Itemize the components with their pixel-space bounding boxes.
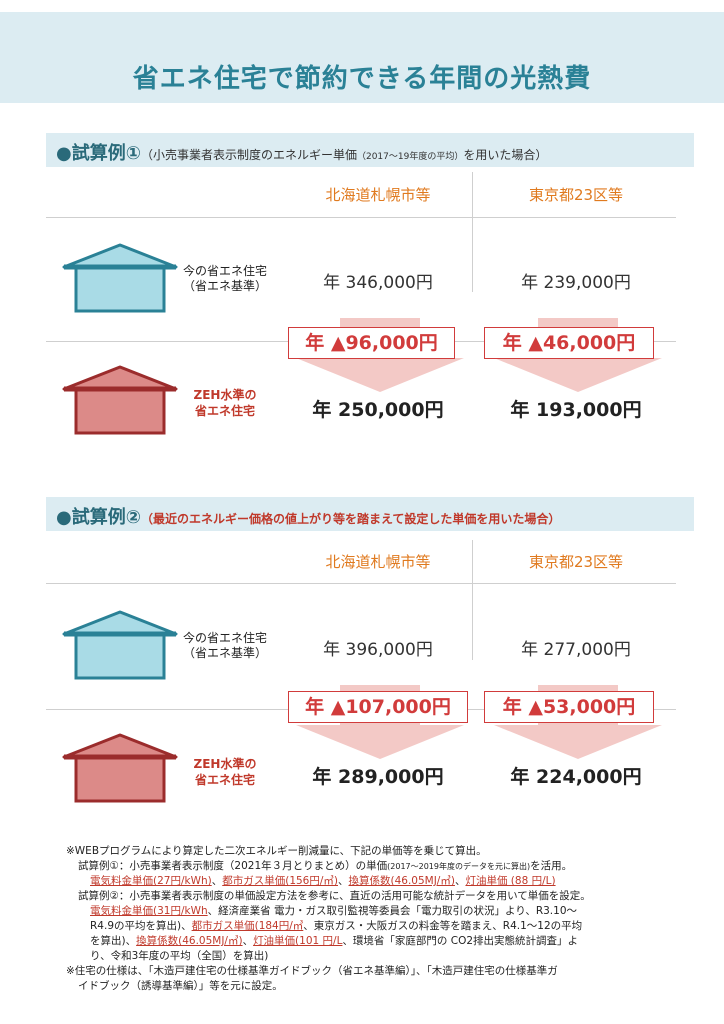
- label-current-line1: 今の省エネ住宅: [182, 264, 267, 278]
- note-line: 試算例①：小売事業者表示制度（2021年３月とりまとめ）の単価(2017～201…: [66, 859, 686, 874]
- note-line: ※WEBプログラムにより算定した二次エネルギー削減量に、下記の単価等を乗じて算出…: [66, 845, 487, 857]
- bullet-icon: ●: [56, 143, 72, 164]
- note-line: 電気料金単価(31円/kWh、経済産業省 電力・ガス取引監視等委員会「電力取引の…: [66, 904, 686, 919]
- note-text: 試算例①：小売事業者表示制度（2021年３月とりまとめ）の単価: [78, 860, 388, 872]
- conversion-factor: 換算係数(46.05MJ/㎥): [348, 875, 455, 887]
- case2-title: 試算例②: [71, 507, 141, 528]
- case2-city-tokyo: 東京都23区等: [528, 553, 624, 571]
- footnotes: ※WEBプログラムにより算定した二次エネルギー削減量に、下記の単価等を乗じて算出…: [66, 844, 686, 994]
- label-zeh-line1: ZEH水準の: [193, 757, 257, 771]
- label-current-house: 今の省エネ住宅 （省エネ基準）: [170, 631, 280, 661]
- case1-subtitle-small: （2017～19年度の平均）: [356, 152, 464, 162]
- note-text: 、経済産業省 電力・ガス取引監視等委員会「電力取引の状況」より、R3.10～: [207, 905, 578, 917]
- label-current-line2: （省エネ基準）: [182, 646, 267, 660]
- separator: 、: [242, 935, 254, 947]
- note-line: 電気料金単価(27円/kWh)、都市ガス単価(156円/㎥)、換算係数(46.0…: [66, 874, 686, 889]
- unit-price-gas: 都市ガス単価(184円/㎥: [191, 920, 304, 932]
- case1-city-sapporo: 北海道札幌市等: [325, 186, 431, 204]
- house-zeh-icon: [62, 365, 178, 435]
- label-zeh-line2: 省エネ住宅: [194, 773, 255, 787]
- label-current-house: 今の省エネ住宅 （省エネ基準）: [170, 264, 280, 294]
- case2-header-band: [46, 497, 694, 531]
- case2-zeh-tokyo: 年 224,000円: [510, 766, 642, 788]
- note-text: 、東京ガス・大阪ガスの料金等を踏まえ、R4.1～12の平均: [303, 920, 583, 932]
- case2-saving-tokyo: 年 ▲53,000円: [484, 691, 654, 723]
- bullet-icon: ●: [56, 507, 72, 528]
- label-zeh-house: ZEH水準の 省エネ住宅: [170, 387, 280, 419]
- case2-now-tokyo: 年 277,000円: [521, 640, 631, 660]
- case2-zeh-sapporo: 年 289,000円: [312, 766, 444, 788]
- case1-zeh-tokyo: 年 193,000円: [510, 399, 642, 421]
- case2-city-sapporo: 北海道札幌市等: [325, 553, 431, 571]
- note-line: 試算例②：小売事業者表示制度の単価設定方法を参考に、直近の活用可能な統計データを…: [78, 890, 591, 902]
- separator: 、: [338, 875, 349, 887]
- label-zeh-line1: ZEH水準の: [193, 388, 257, 402]
- house-current-icon: [62, 243, 178, 313]
- unit-price-electricity: 電気料金単価(27円/kWh): [90, 875, 212, 887]
- note-text: 、環境省「家庭部門の CO2排出実態統計調査」よ: [342, 935, 579, 947]
- case1-now-sapporo: 年 346,000円: [323, 273, 433, 293]
- note-text: を活用。: [530, 860, 573, 872]
- note-text-small: (2017～2019年度のデータを元に算出): [387, 862, 531, 871]
- label-current-line1: 今の省エネ住宅: [182, 631, 267, 645]
- unit-price-kerosene: 灯油単価(101 円/L: [253, 935, 343, 947]
- unit-price-electricity: 電気料金単価(31円/kWh: [90, 905, 208, 917]
- note-line: ※住宅の仕様は、「木造戸建住宅の仕様基準ガイドブック（省エネ基準編）」、「木造戸…: [66, 965, 558, 977]
- case1-zeh-sapporo: 年 250,000円: [312, 399, 444, 421]
- case1-heading: ●試算例①（小売事業者表示制度のエネルギー単価（2017～19年度の平均）を用い…: [56, 139, 547, 165]
- title-band: [0, 12, 724, 103]
- column-divider: [472, 540, 473, 660]
- note-line: を算出)、換算係数(46.05MJ/㎥)、灯油単価(101 円/L、環境省「家庭…: [66, 934, 686, 949]
- case1-saving-sapporo: 年 ▲96,000円: [288, 327, 455, 359]
- label-zeh-line2: 省エネ住宅: [194, 404, 255, 418]
- conversion-factor: 換算係数(46.05MJ/㎥): [136, 935, 243, 947]
- unit-price-gas: 都市ガス単価(156円/㎥): [222, 875, 338, 887]
- case1-subtitle-end: を用いた場合）: [463, 148, 548, 162]
- note-text: を算出)、: [90, 935, 137, 947]
- label-zeh-house: ZEH水準の 省エネ住宅: [170, 756, 280, 788]
- separator: 、: [454, 875, 466, 887]
- case1-saving-tokyo: 年 ▲46,000円: [484, 327, 654, 359]
- house-zeh-icon: [62, 733, 178, 803]
- note-line: り、令和3年度の平均（全国）を算出): [90, 950, 269, 962]
- note-line: R4.9の平均を算出)、都市ガス単価(184円/㎥、東京ガス・大阪ガスの料金等を…: [66, 919, 686, 934]
- column-divider: [472, 172, 473, 292]
- case1-title: 試算例①: [71, 143, 141, 164]
- page-title: 省エネ住宅で節約できる年間の光熱費: [132, 64, 592, 94]
- case2-subtitle: （最近のエネルギー価格の値上がり等を踏まえて設定した単価を用いた場合）: [140, 512, 561, 526]
- unit-price-kerosene: 灯油単価 (88 円/L): [465, 875, 556, 887]
- label-current-line2: （省エネ基準）: [182, 279, 267, 293]
- divider: [46, 583, 676, 584]
- case2-now-sapporo: 年 396,000円: [323, 640, 433, 660]
- case2-saving-sapporo: 年 ▲107,000円: [288, 691, 468, 723]
- house-current-icon: [62, 610, 178, 680]
- case1-city-tokyo: 東京都23区等: [528, 186, 624, 204]
- case1-subtitle: （小売事業者表示制度のエネルギー単価: [140, 148, 357, 162]
- note-text: R4.9の平均を算出)、: [90, 920, 192, 932]
- divider: [46, 217, 676, 218]
- case1-header-band: [46, 133, 694, 167]
- case1-now-tokyo: 年 239,000円: [521, 273, 631, 293]
- separator: 、: [211, 875, 223, 887]
- note-line: イドブック（誘導基準編）」等を元に設定。: [78, 980, 283, 992]
- case2-heading: ●試算例②（最近のエネルギー価格の値上がり等を踏まえて設定した単価を用いた場合）: [56, 503, 560, 529]
